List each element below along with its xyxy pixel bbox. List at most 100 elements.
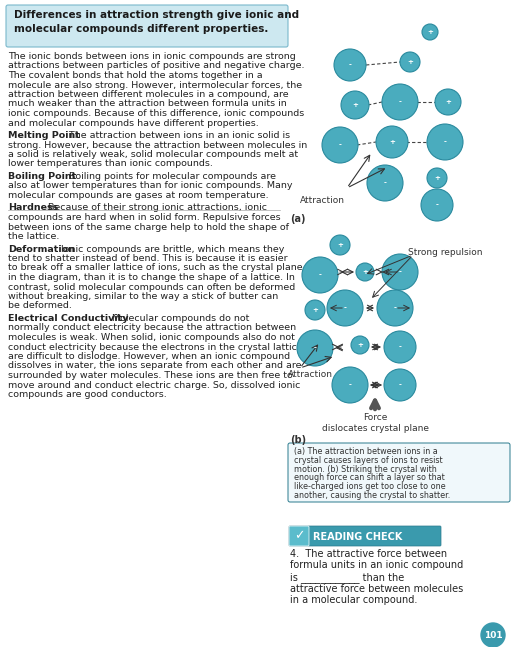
- Text: -: -: [399, 344, 401, 350]
- Text: Force
dislocates crystal plane: Force dislocates crystal plane: [321, 413, 428, 433]
- Text: -: -: [338, 142, 341, 148]
- Text: compounds are hard when in solid form. Repulsive forces: compounds are hard when in solid form. R…: [8, 213, 281, 222]
- Circle shape: [330, 235, 350, 255]
- Text: +: +: [434, 175, 440, 181]
- Circle shape: [367, 165, 403, 201]
- Text: normally conduct electricity because the attraction between: normally conduct electricity because the…: [8, 324, 296, 333]
- Text: attractions between particles of positive and negative charge.: attractions between particles of positiv…: [8, 61, 304, 71]
- Text: Because of their strong ionic attractions, ionic: Because of their strong ionic attraction…: [42, 204, 267, 212]
- Text: Electrical Conductivity: Electrical Conductivity: [8, 314, 129, 323]
- Text: molecule are also strong. However, intermolecular forces, the: molecule are also strong. However, inter…: [8, 80, 302, 89]
- Circle shape: [334, 49, 366, 81]
- Text: -: -: [399, 99, 401, 105]
- FancyBboxPatch shape: [289, 526, 441, 546]
- Text: Boiling Point: Boiling Point: [8, 172, 76, 181]
- Text: +: +: [337, 242, 343, 248]
- Text: Melting Point: Melting Point: [8, 131, 80, 140]
- Text: (b): (b): [290, 435, 306, 445]
- Text: +: +: [312, 307, 318, 313]
- Text: attractive force between molecules: attractive force between molecules: [290, 584, 464, 593]
- FancyBboxPatch shape: [289, 526, 309, 546]
- Text: Deformation: Deformation: [8, 245, 75, 254]
- Text: in a molecular compound.: in a molecular compound.: [290, 595, 417, 605]
- Circle shape: [341, 91, 369, 119]
- Circle shape: [427, 168, 447, 188]
- Text: Molecular compounds do not: Molecular compounds do not: [106, 314, 249, 323]
- Text: to break off a smaller lattice of ions, such as the crystal plane: to break off a smaller lattice of ions, …: [8, 263, 303, 272]
- Circle shape: [351, 336, 369, 354]
- Text: the lattice.: the lattice.: [8, 232, 59, 241]
- Text: +: +: [362, 269, 368, 275]
- Text: (a) The attraction between ions in a: (a) The attraction between ions in a: [294, 447, 438, 456]
- Circle shape: [327, 290, 363, 326]
- Text: Attraction: Attraction: [288, 370, 333, 379]
- Text: -: -: [399, 269, 401, 275]
- Text: Strong repulsion: Strong repulsion: [408, 248, 483, 257]
- Circle shape: [302, 257, 338, 293]
- Text: without breaking, similar to the way a stick of butter can: without breaking, similar to the way a s…: [8, 292, 278, 301]
- Text: -: -: [443, 139, 447, 145]
- Circle shape: [382, 84, 418, 120]
- FancyBboxPatch shape: [6, 5, 288, 47]
- Circle shape: [384, 331, 416, 363]
- Text: READING CHECK: READING CHECK: [313, 532, 402, 542]
- Text: +: +: [357, 342, 363, 348]
- Text: -: -: [319, 272, 321, 278]
- Text: 4.  The attractive force between: 4. The attractive force between: [290, 549, 447, 559]
- Text: in the diagram, than it is to change the shape of a lattice. In: in the diagram, than it is to change the…: [8, 273, 295, 282]
- Text: -: -: [314, 345, 316, 351]
- Circle shape: [322, 127, 358, 163]
- Text: -: -: [349, 62, 351, 68]
- Text: -: -: [344, 305, 347, 311]
- Text: molecules is weak. When solid, ionic compounds also do not: molecules is weak. When solid, ionic com…: [8, 333, 295, 342]
- Text: The covalent bonds that hold the atoms together in a: The covalent bonds that hold the atoms t…: [8, 71, 263, 80]
- Text: be deformed.: be deformed.: [8, 302, 72, 311]
- Text: dissolves in water, the ions separate from each other and are: dissolves in water, the ions separate fr…: [8, 362, 301, 371]
- Circle shape: [382, 254, 418, 290]
- Text: -: -: [393, 305, 397, 311]
- Circle shape: [377, 290, 413, 326]
- Text: between ions of the same charge help to hold the shape of: between ions of the same charge help to …: [8, 223, 289, 232]
- Text: motion. (b) Striking the crystal with: motion. (b) Striking the crystal with: [294, 465, 437, 474]
- Text: is ____________ than the: is ____________ than the: [290, 572, 404, 583]
- Text: Ionic compounds are brittle, which means they: Ionic compounds are brittle, which means…: [55, 245, 284, 254]
- Text: -: -: [399, 382, 401, 388]
- Circle shape: [427, 124, 463, 160]
- Text: -: -: [349, 382, 351, 388]
- Text: enough force can shift a layer so that: enough force can shift a layer so that: [294, 474, 445, 483]
- Text: contrast, solid molecular compounds can often be deformed: contrast, solid molecular compounds can …: [8, 283, 295, 292]
- Circle shape: [305, 300, 325, 320]
- Circle shape: [384, 369, 416, 401]
- Text: a solid is relatively weak, solid molecular compounds melt at: a solid is relatively weak, solid molecu…: [8, 150, 298, 159]
- Text: also at lower temperatures than for ionic compounds. Many: also at lower temperatures than for ioni…: [8, 182, 293, 190]
- Text: Boiling points for molecular compounds are: Boiling points for molecular compounds a…: [63, 172, 276, 181]
- Text: move around and conduct electric charge. So, dissolved ionic: move around and conduct electric charge.…: [8, 380, 300, 389]
- Circle shape: [435, 89, 461, 115]
- Text: compounds are good conductors.: compounds are good conductors.: [8, 390, 167, 399]
- Text: much weaker than the attraction between formula units in: much weaker than the attraction between …: [8, 100, 287, 109]
- Text: crystal causes layers of ions to resist: crystal causes layers of ions to resist: [294, 455, 442, 465]
- Text: Differences in attraction strength give ionic and
molecular compounds different : Differences in attraction strength give …: [14, 10, 299, 34]
- Text: strong. However, because the attraction between molecules in: strong. However, because the attraction …: [8, 140, 307, 149]
- Circle shape: [356, 263, 374, 281]
- Circle shape: [400, 52, 420, 72]
- Text: like-charged ions get too close to one: like-charged ions get too close to one: [294, 482, 445, 491]
- Circle shape: [332, 367, 368, 403]
- Text: +: +: [445, 99, 451, 105]
- Text: +: +: [389, 139, 395, 145]
- Text: conduct electricity because the electrons in the crystal lattice: conduct electricity because the electron…: [8, 342, 303, 351]
- Text: -: -: [436, 202, 438, 208]
- Text: ✓: ✓: [294, 529, 304, 542]
- Text: Hardness: Hardness: [8, 204, 58, 212]
- Text: -: -: [384, 180, 386, 186]
- Text: +: +: [427, 29, 433, 35]
- Text: surrounded by water molecules. These ions are then free to: surrounded by water molecules. These ion…: [8, 371, 293, 380]
- Text: 101: 101: [484, 630, 502, 639]
- Circle shape: [297, 330, 333, 366]
- Text: lower temperatures than ionic compounds.: lower temperatures than ionic compounds.: [8, 160, 213, 168]
- Text: and molecular compounds have different properties.: and molecular compounds have different p…: [8, 118, 259, 127]
- Text: Attraction: Attraction: [300, 196, 345, 205]
- FancyBboxPatch shape: [288, 443, 510, 502]
- Circle shape: [421, 189, 453, 221]
- Text: +: +: [407, 59, 413, 65]
